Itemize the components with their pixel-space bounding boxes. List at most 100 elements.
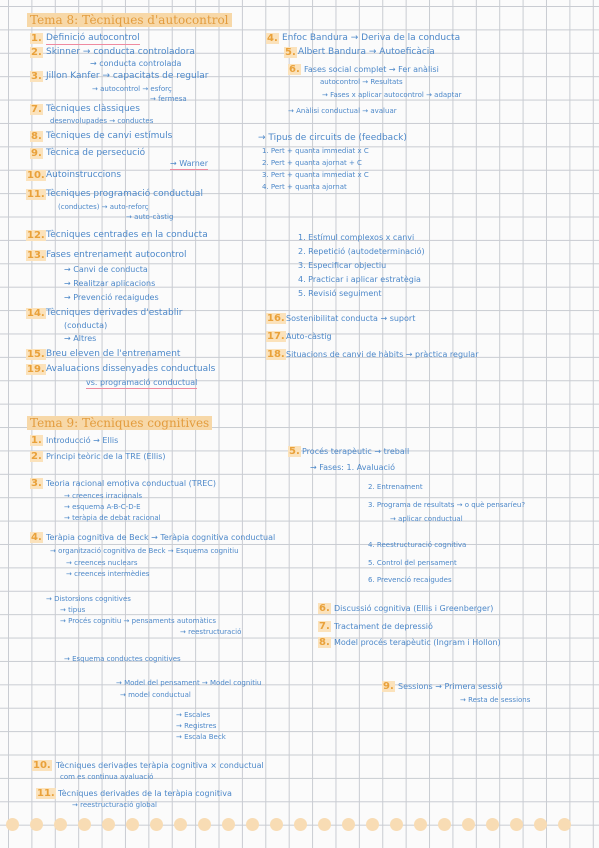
note-sub: → tipus [60, 606, 86, 614]
note-line: Sostenibilitat conducta → suport [286, 314, 416, 323]
note-sub: → Registres [176, 722, 217, 730]
note-sub: 3. Pert + quanta immediat x C [262, 171, 369, 179]
note-line: Principi teòric de la TRE (Ellis) [46, 452, 166, 461]
note-line: Teràpia cognitiva de Beck → Teràpia cogn… [46, 533, 276, 542]
item-number: 17. [266, 331, 286, 342]
note-sub: 4. Pert + quanta ajornat [262, 183, 347, 191]
note-sub: autocontrol → Resultats [320, 78, 403, 86]
note-sub: 1. Pert + quanta immediat x C [262, 147, 369, 155]
note-sub: → creences nuclears [66, 559, 138, 567]
note-line: Autoinstruccions [46, 170, 122, 180]
note-sub: → organització cognitiva de Beck → Esque… [50, 547, 239, 555]
note-sub: (conductes) → auto-reforç [58, 203, 149, 211]
note-line: Jillon Kanfer → capacitats de regular [46, 71, 209, 81]
note-line: Situacions de canvi de hàbits → pràctica… [286, 350, 479, 359]
note-line: Breu eleven de l'entrenament [46, 349, 181, 359]
item-number: 9. [382, 681, 395, 692]
note-line: Tractament de depressió [334, 622, 433, 631]
note-sub: → Esquema conductes cognitives [64, 655, 181, 663]
tema9-title: Tema 9: Tècniques cognitives [27, 416, 213, 430]
note-sub: → Model del pensament → Model cognitiu [116, 679, 262, 687]
note-sub: → esquema A-B-C-D-E [64, 503, 141, 511]
note-line: Definició autocontrol [46, 33, 140, 45]
note-sub: → Warner [170, 159, 208, 170]
note-line: Introducció → Ellis [46, 436, 119, 445]
note-line: Tècnica de persecució [46, 148, 146, 158]
item-number: 7. [30, 104, 43, 115]
note-line: Sessions → Primera sessió [398, 682, 503, 691]
note-sub: → aplicar conductual [390, 515, 463, 523]
note-sub: (conducta) [64, 321, 108, 330]
note-line: Skinner → conducta controladora [46, 47, 195, 57]
note-line: Tècniques centrades en la conducta [46, 230, 208, 240]
item-number: 10. [32, 760, 52, 771]
note-sub: → Fases: 1. Avaluació [310, 463, 396, 472]
item-number: 11. [26, 189, 46, 200]
item-number: 14. [26, 308, 46, 319]
note-sub: → autocontrol → esforç [92, 85, 172, 93]
note-line: Tècniques clàssiques [46, 104, 140, 114]
note-sub: 4. Reestructuració cognitiva [368, 541, 467, 549]
item-number: 12. [26, 230, 46, 241]
item-number: 11. [36, 788, 56, 799]
note-sub: → Resta de sessions [460, 696, 531, 704]
note-line: Auto-càstig [286, 332, 332, 341]
note-sub: 6. Prevenció recaigudes [368, 576, 452, 584]
note-sub: 5. Revisió seguiment [298, 289, 382, 298]
item-number: 3. [30, 478, 43, 489]
note-sub: → Prevenció recaigudes [64, 293, 159, 302]
note-sub: 2. Repetició (autodeterminació) [298, 247, 425, 256]
note-sub: → auto-càstig [126, 213, 174, 221]
note-line: Enfoc Bandura → Deriva de la conducta [282, 33, 461, 43]
note-line: Tècniques de canvi estímuls [46, 131, 173, 141]
item-number: 5. [284, 47, 297, 58]
note-sub: com es continua avaluació [60, 773, 154, 781]
item-number: 5. [288, 446, 301, 457]
item-number: 8. [30, 131, 43, 142]
item-number: 2. [30, 451, 43, 462]
note-sub: → creences intermèdies [66, 570, 150, 578]
note-line: Tècniques derivades d'establir [46, 308, 183, 318]
note-sub: → Anàlisi conductual → avaluar [288, 107, 397, 115]
note-sub: → conducta controlada [90, 59, 182, 68]
item-number: 4. [266, 33, 279, 44]
item-number: 6. [288, 64, 301, 75]
note-sub: → reestructuració [180, 628, 242, 636]
note-line: Tècniques programació conductual [46, 189, 203, 199]
note-sub: → creences irracionals [64, 492, 143, 500]
note-sub: 2. Entrenament [368, 483, 423, 491]
note-line: Avaluacions dissenyades conductuals [46, 364, 216, 374]
item-number: 9. [30, 148, 43, 159]
note-sub: 5. Control del pensament [368, 559, 457, 567]
note-sub: → teràpia de debat racional [64, 514, 161, 522]
note-line: Fases entrenament autocontrol [46, 250, 187, 260]
note-sub: → reestructuració global [72, 801, 157, 809]
note-line: Procés terapèutic → treball [302, 447, 410, 456]
item-number: 1. [30, 33, 43, 44]
item-number: 10. [26, 170, 46, 181]
item-number: 15. [26, 349, 46, 360]
item-number: 2. [30, 47, 43, 58]
note-line: Tècniques derivades de la teràpia cognit… [58, 789, 232, 798]
note-line: Albert Bandura → Autoeficàcia [298, 47, 435, 57]
item-number: 1. [30, 435, 43, 446]
item-number: 16. [266, 313, 286, 324]
note-sub: 1. Estímul complexos x canvi [298, 233, 415, 242]
item-number: 19. [26, 364, 46, 375]
item-number: 18. [266, 349, 286, 360]
tema8-title: Tema 8: Tècniques d'autocontrol [27, 13, 232, 27]
note-sub: 3. Especificar objectiu [298, 261, 387, 270]
note-sub: → Realitzar aplicacions [64, 279, 156, 288]
item-number: 8. [318, 637, 331, 648]
item-number: 4. [30, 532, 43, 543]
item-number: 3. [30, 71, 43, 82]
note-sub: → Distorsions cognitives [46, 595, 131, 603]
item-number: 7. [318, 621, 331, 632]
note-sub: → Escala Beck [176, 733, 226, 741]
note-line: Tècniques derivades teràpia cognitiva × … [56, 761, 264, 770]
note-line: Discussió cognitiva (Ellis i Greenberger… [334, 604, 494, 613]
note-line: Fases social complet → Fer anàlisi [304, 65, 439, 74]
note-sub: → Altres [64, 334, 97, 343]
item-number: 13. [26, 250, 46, 261]
